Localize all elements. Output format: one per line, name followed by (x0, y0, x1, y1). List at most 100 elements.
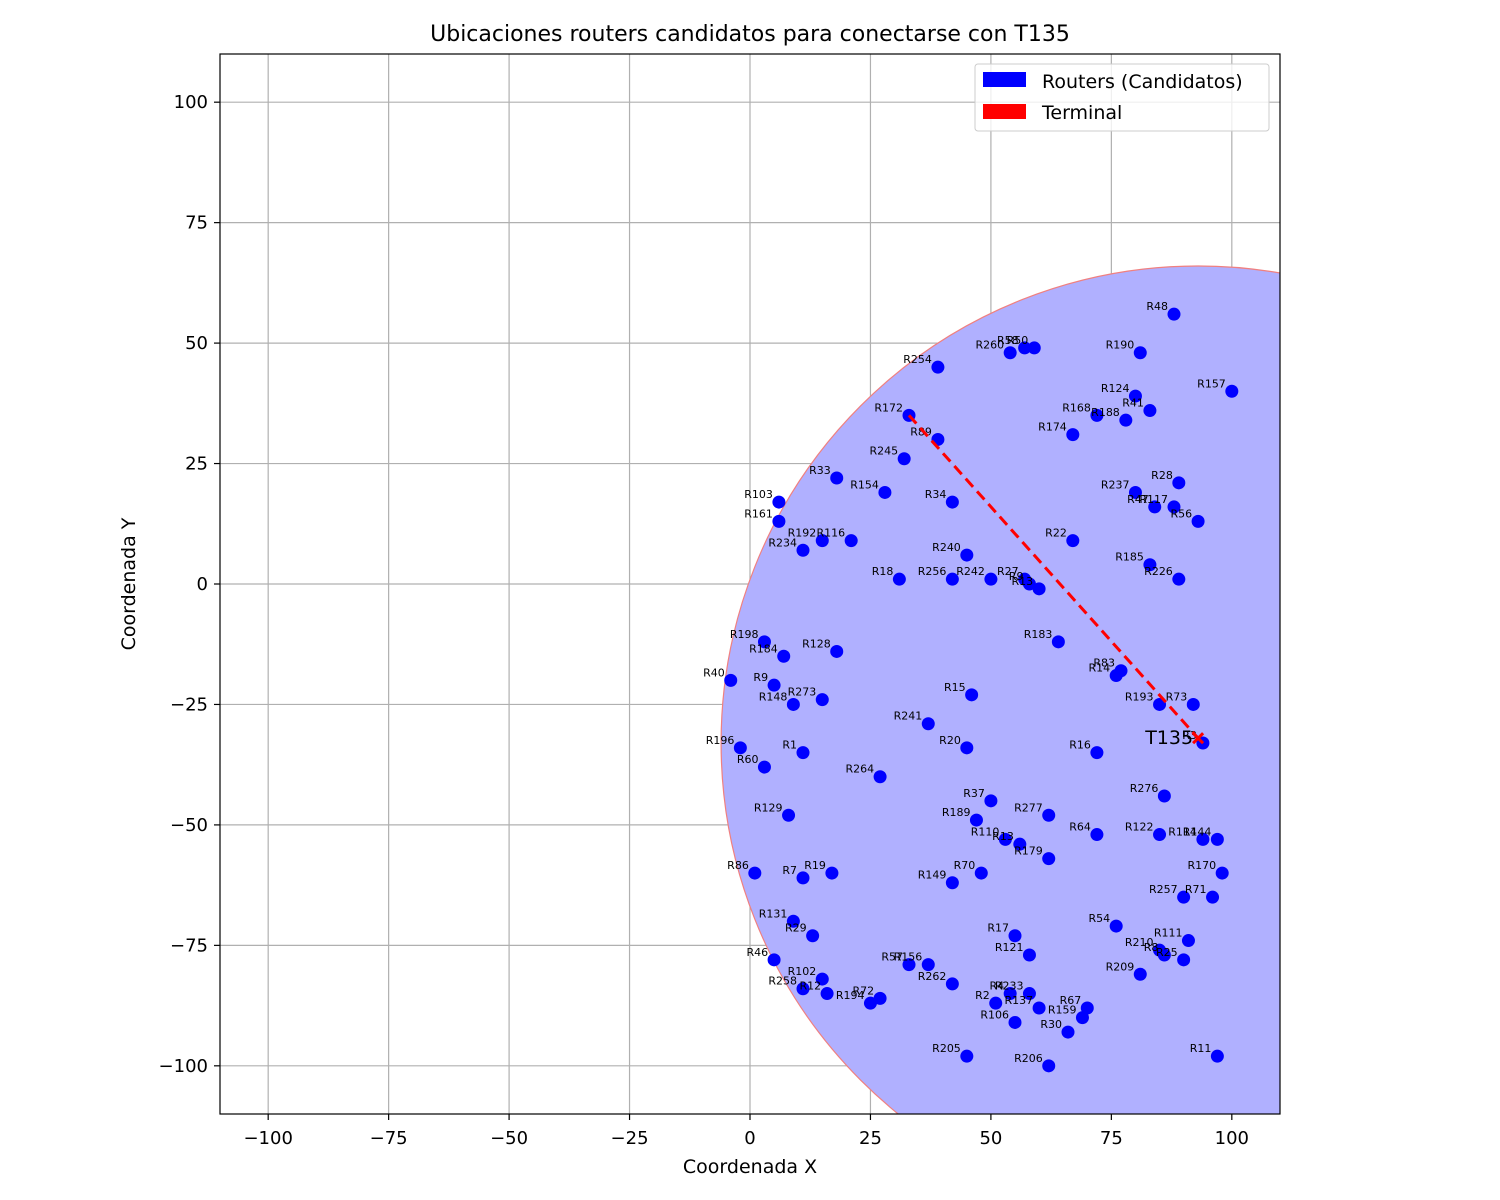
router-point (1109, 669, 1123, 683)
router-point (931, 360, 945, 374)
router-point (1080, 1001, 1094, 1015)
router-label: R2 (975, 989, 990, 1002)
router-label: R192 (788, 527, 817, 540)
router-label: R37 (963, 787, 985, 800)
router-point (772, 495, 786, 509)
x-tick-label: −25 (611, 1128, 649, 1149)
router-point (1177, 890, 1191, 904)
router-label: R102 (788, 965, 817, 978)
router-point (1022, 987, 1036, 1001)
router-point (1153, 828, 1167, 842)
router-point (1148, 500, 1162, 514)
legend-label-routers: Routers (Candidatos) (1042, 71, 1243, 93)
router-point (1172, 572, 1186, 586)
router-point (1167, 307, 1181, 321)
router-point (1172, 476, 1186, 490)
router-label: R172 (874, 401, 903, 414)
legend-label-terminal: Terminal (1041, 102, 1122, 124)
router-label: R7 (782, 864, 797, 877)
legend-swatch-terminal (983, 104, 1026, 119)
router-point (1215, 866, 1229, 880)
router-point (1109, 919, 1123, 933)
router-label: R67 (1060, 994, 1082, 1007)
router-label: R137 (1004, 994, 1033, 1007)
router-point (1008, 1015, 1022, 1029)
legend-box (974, 63, 1270, 132)
router-label: R25 (1156, 946, 1178, 959)
router-label: R86 (727, 859, 749, 872)
router-point (1143, 404, 1157, 418)
router-point (1013, 837, 1027, 851)
router-point (902, 958, 916, 972)
coverage-circle (720, 265, 1280, 1114)
router-point (863, 996, 877, 1010)
router-label: R9 (753, 671, 768, 684)
router-point (873, 991, 887, 1005)
router-point (1210, 832, 1224, 846)
router-label: R122 (1125, 821, 1154, 834)
router-label: R47 (1127, 493, 1149, 506)
x-tick-label: 100 (1215, 1128, 1249, 1149)
router-point (1167, 500, 1181, 514)
router-point (921, 958, 935, 972)
router-label: R29 (785, 922, 807, 935)
router-point (969, 813, 983, 827)
terminal-label: T135 (1144, 727, 1193, 749)
router-point (897, 452, 911, 466)
router-point (984, 572, 998, 586)
router-point (1032, 582, 1046, 596)
router-label: R19 (804, 859, 826, 872)
router-label: R194 (836, 989, 865, 1002)
router-point (796, 746, 810, 760)
router-label: R54 (1089, 912, 1111, 925)
router-point (1177, 953, 1191, 967)
router-label: R184 (749, 642, 778, 655)
terminal-marker (1192, 732, 1205, 745)
router-point (1066, 428, 1080, 442)
x-tick-label: 25 (859, 1128, 882, 1149)
router-label: R254 (903, 353, 932, 366)
router-label: R264 (845, 763, 874, 776)
router-point (984, 794, 998, 808)
router-point (965, 688, 979, 702)
router-label: R28 (1151, 469, 1173, 482)
router-point (1003, 987, 1017, 1001)
router-point (815, 534, 829, 548)
router-point (998, 832, 1012, 846)
router-label: R34 (925, 488, 947, 501)
router-label: R1 (782, 739, 797, 752)
router-label: R114 (1168, 825, 1197, 838)
router-label: R13 (1011, 575, 1033, 588)
router-label: R257 (1149, 883, 1178, 896)
router-label: R46 (746, 946, 768, 959)
router-label: R128 (802, 637, 831, 650)
router-label: R129 (754, 801, 783, 814)
router-point (1157, 789, 1171, 803)
router-point (1128, 485, 1142, 499)
router-label: R124 (1101, 382, 1130, 395)
router-point (757, 760, 771, 774)
router-point (1090, 746, 1104, 760)
y-tick-label: −50 (170, 815, 208, 836)
router-point (960, 548, 974, 562)
chart-title: Ubicaciones routers candidatos para cone… (430, 22, 1070, 47)
y-tick-label: 0 (197, 574, 208, 595)
router-label: R157 (1197, 377, 1226, 390)
router-label: R72 (852, 984, 874, 997)
router-label: R260 (976, 339, 1005, 352)
router-point (825, 866, 839, 880)
x-tick-label: −75 (370, 1128, 408, 1149)
router-label: R57 (881, 951, 903, 964)
router-point (989, 996, 1003, 1010)
router-label: R156 (894, 951, 923, 964)
router-label: R20 (939, 734, 961, 747)
router-label: R41 (1122, 397, 1144, 410)
router-point (1090, 828, 1104, 842)
router-label: R233 (995, 980, 1024, 993)
router-label: R70 (954, 859, 976, 872)
router-label: R9 (1009, 570, 1024, 583)
router-label: R226 (1144, 565, 1173, 578)
router-label: R4 (990, 980, 1005, 993)
router-label: R159 (1048, 1004, 1077, 1017)
x-tick-label: 0 (744, 1128, 755, 1149)
